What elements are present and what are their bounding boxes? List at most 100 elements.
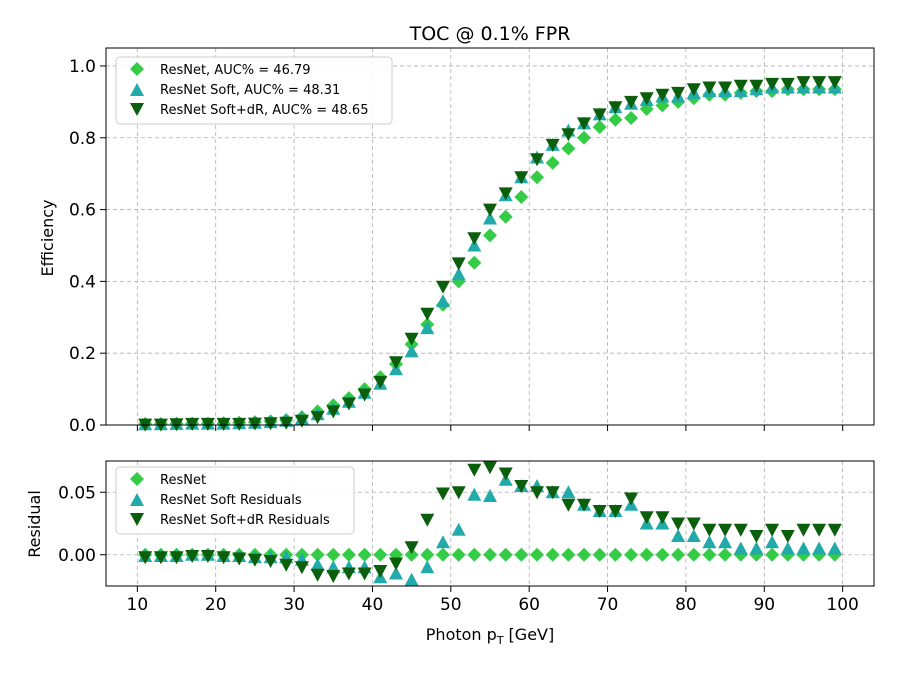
top-point-triangle-down	[577, 117, 591, 131]
bottom-point-triangle-up	[389, 566, 403, 580]
bottom-point-triangle-down	[138, 551, 153, 565]
top-point-triangle-down	[341, 397, 356, 411]
bottom-point-triangle-down	[671, 517, 686, 531]
legend-diamond-icon	[130, 62, 144, 76]
bottom-point-diamond	[341, 547, 356, 562]
bottom-point-triangle-up	[467, 487, 482, 501]
top-point-triangle-down	[232, 417, 247, 431]
bottom-series-triangle-down	[138, 461, 842, 583]
top-point-triangle-down	[420, 307, 435, 321]
bottom-point-triangle-down	[216, 551, 231, 565]
bottom-point-triangle-down	[247, 553, 262, 567]
bottom-point-triangle-up	[483, 489, 497, 502]
top-y-tick-label: 1.0	[69, 57, 96, 77]
bottom-point-triangle-down	[530, 486, 544, 500]
top-point-triangle-down	[263, 417, 278, 431]
bottom-point-triangle-down	[702, 523, 717, 537]
bottom-point-triangle-down	[310, 568, 325, 582]
top-point-triangle-down	[483, 203, 497, 217]
top-point-diamond	[545, 155, 560, 170]
top-panel: 0.0 0.2 0.4 0.6 0.8 1.0 Efficiency ResNet, AU…	[38, 47, 875, 436]
bottom-point-triangle-down	[765, 523, 780, 537]
bottom-point-triangle-down	[200, 550, 215, 563]
bottom-point-triangle-down	[169, 551, 184, 565]
bottom-y-tick-label: 0.05	[58, 483, 96, 503]
bottom-point-diamond	[451, 547, 466, 562]
top-point-triangle-down	[216, 417, 231, 431]
bottom-y-tick-label: 0.00	[58, 546, 96, 566]
top-point-triangle-down	[247, 417, 262, 431]
top-point-triangle-down	[671, 86, 686, 100]
bottom-axes-frame	[105, 460, 875, 587]
bottom-point-diamond	[373, 547, 388, 562]
bottom-point-triangle-down	[279, 558, 294, 572]
bottom-point-triangle-down	[153, 551, 168, 565]
bottom-point-triangle-down	[467, 463, 482, 477]
top-point-triangle-down	[718, 81, 733, 95]
bottom-point-triangle-up	[420, 560, 435, 574]
top-point-triangle-down	[279, 416, 294, 430]
top-point-triangle-down	[561, 128, 576, 142]
bottom-point-diamond	[671, 547, 686, 562]
top-point-triangle-down	[498, 187, 513, 201]
bottom-point-diamond	[608, 547, 623, 562]
bottom-point-triangle-up	[765, 535, 780, 549]
x-tick-label: 80	[675, 595, 697, 615]
bottom-point-triangle-down	[608, 505, 623, 518]
legend-triangle-up-icon	[130, 83, 144, 96]
bottom-point-triangle-down	[655, 511, 670, 525]
top-point-triangle-down	[608, 101, 623, 115]
bottom-point-triangle-down	[827, 523, 842, 537]
top-axes-frame	[105, 47, 875, 426]
bottom-x-ticks: 10 20 30 40 50 60 70 80 90 100	[127, 586, 859, 615]
bottom-point-triangle-down	[357, 567, 372, 581]
legend-triangle-up-icon	[130, 493, 144, 506]
top-point-triangle-up	[483, 211, 497, 225]
x-tick-label: 40	[362, 595, 384, 615]
top-point-triangle-down	[639, 92, 654, 106]
bottom-point-triangle-down	[514, 480, 529, 493]
top-point-diamond	[577, 130, 591, 145]
bottom-point-diamond	[514, 547, 529, 562]
bottom-point-triangle-down	[326, 570, 341, 583]
bottom-legend-label-softdr: ResNet Soft+dR Residuals	[160, 513, 330, 528]
bottom-point-diamond	[718, 547, 733, 562]
x-axis-label-main: Photon p	[426, 625, 497, 644]
bottom-point-triangle-down	[639, 511, 654, 525]
top-point-triangle-down	[624, 95, 639, 109]
top-point-triangle-down	[310, 411, 325, 425]
top-y-tick-label: 0.4	[69, 272, 96, 292]
bottom-point-triangle-down	[733, 523, 748, 537]
bottom-point-triangle-down	[718, 523, 733, 537]
top-point-triangle-up	[436, 294, 450, 308]
bottom-legend-label-soft: ResNet Soft Residuals	[160, 493, 302, 508]
top-point-triangle-down	[827, 76, 842, 90]
bottom-point-triangle-down	[185, 550, 200, 563]
bottom-point-triangle-up	[436, 535, 450, 549]
top-y-tick-label: 0.6	[69, 201, 96, 221]
bottom-point-diamond	[561, 547, 576, 562]
top-point-diamond	[467, 255, 482, 270]
bottom-point-diamond	[483, 547, 497, 562]
bottom-point-diamond	[577, 547, 591, 562]
bottom-point-triangle-up	[702, 535, 717, 549]
top-point-triangle-down	[812, 76, 827, 90]
bottom-point-diamond	[702, 547, 717, 562]
top-point-triangle-down	[530, 153, 544, 167]
top-point-triangle-down	[655, 88, 670, 102]
chart-title: TOC @ 0.1% FPR	[409, 23, 571, 45]
x-tick-label: 50	[440, 595, 462, 615]
bottom-point-diamond	[686, 547, 701, 562]
x-tick-label: 70	[597, 595, 619, 615]
bottom-point-triangle-down	[483, 461, 497, 475]
bottom-point-triangle-down	[796, 523, 811, 537]
x-tick-label: 20	[205, 595, 227, 615]
x-tick-label: 100	[826, 595, 858, 615]
bottom-point-triangle-down	[749, 530, 764, 543]
bottom-point-diamond	[530, 547, 544, 562]
legend-triangle-down-icon	[130, 103, 144, 116]
bottom-point-triangle-down	[420, 513, 435, 527]
x-tick-label: 60	[518, 595, 540, 615]
bottom-point-diamond	[404, 547, 419, 562]
